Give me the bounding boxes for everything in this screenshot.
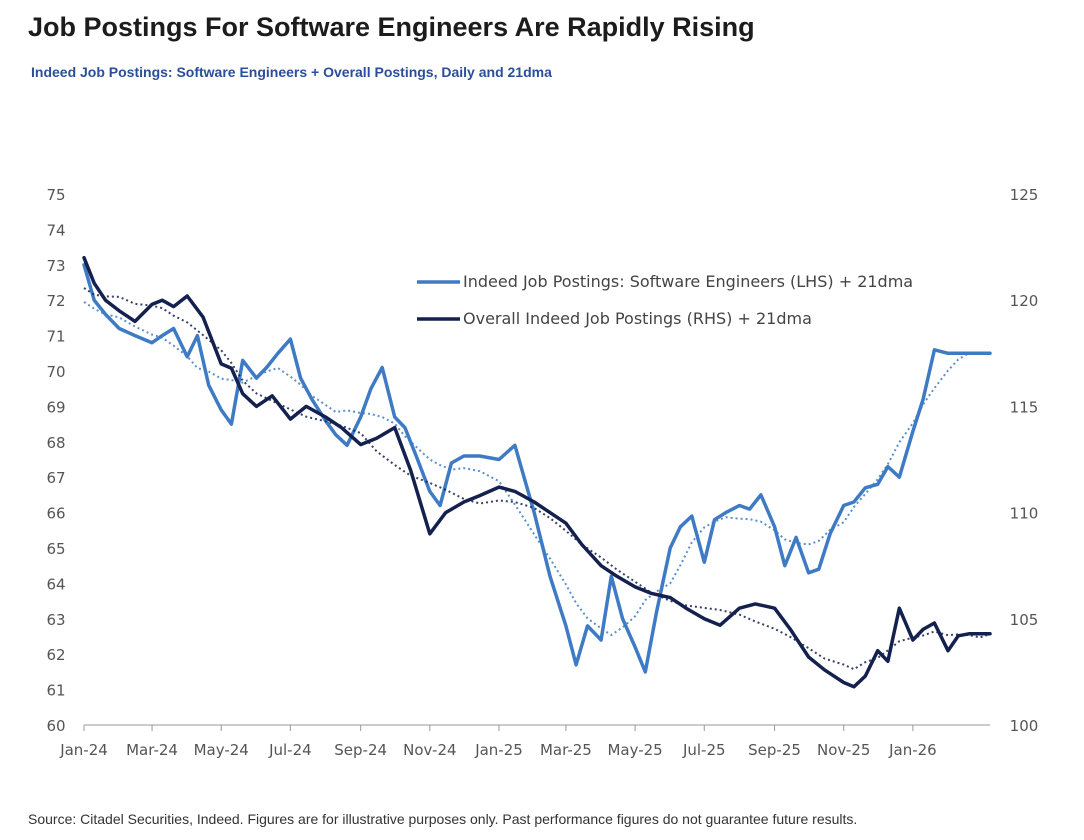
x-tick-label: Mar-25 bbox=[540, 741, 592, 759]
y-right-tick-label: 120 bbox=[1010, 292, 1039, 310]
chart-subtitle: Indeed Job Postings: Software Engineers … bbox=[31, 64, 552, 80]
x-tick-label: Nov-24 bbox=[403, 741, 456, 759]
y-left-tick-label: 70 bbox=[46, 363, 65, 381]
y-left-tick-label: 74 bbox=[46, 221, 65, 239]
x-tick-label: Sep-25 bbox=[748, 741, 801, 759]
software-engineers-series-line bbox=[82, 263, 992, 674]
y-left-tick-label: 63 bbox=[46, 611, 65, 629]
x-tick-label: Sep-24 bbox=[334, 741, 387, 759]
y-left-tick-label: 66 bbox=[46, 505, 65, 523]
legend-label: Indeed Job Postings: Software Engineers … bbox=[463, 272, 913, 291]
y-right-tick-label: 125 bbox=[1010, 186, 1039, 204]
y-left-tick-label: 61 bbox=[46, 682, 65, 700]
x-tick-label: Mar-24 bbox=[126, 741, 178, 759]
y-left-tick-label: 71 bbox=[46, 328, 65, 346]
x-tick-label: May-24 bbox=[194, 741, 249, 759]
y-right-tick-label: 105 bbox=[1010, 611, 1039, 629]
overall-postings-21dma-line bbox=[83, 287, 991, 671]
y-left-tick-label: 75 bbox=[46, 186, 65, 204]
line-chart: Jan-24 Mar-24 May-24 Jul-24 Sep-24 Nov-24 Jan-… bbox=[46, 186, 1038, 759]
y-left-tick-label: 67 bbox=[46, 469, 65, 487]
chart-title: Job Postings For Software Engineers Are … bbox=[28, 12, 755, 42]
y-right-tick-label: 110 bbox=[1010, 505, 1039, 523]
x-tick-label: Jul-24 bbox=[268, 741, 312, 759]
x-tick-label: Jan-26 bbox=[888, 741, 937, 759]
series-lines bbox=[82, 255, 992, 689]
y-left-tick-label: 64 bbox=[46, 575, 65, 593]
y-left-tick-label: 72 bbox=[46, 292, 65, 310]
x-tick-label: Jan-25 bbox=[474, 741, 523, 759]
x-tick-label: May-25 bbox=[607, 741, 662, 759]
y-left-tick-label: 65 bbox=[46, 540, 65, 558]
software-engineers-21dma-line bbox=[83, 301, 990, 637]
x-tick-label: Jan-24 bbox=[59, 741, 108, 759]
y-left-tick-label: 73 bbox=[46, 257, 65, 275]
y-left-tick-label: 60 bbox=[46, 717, 65, 735]
axes: Jan-24 Mar-24 May-24 Jul-24 Sep-24 Nov-24 Jan-… bbox=[46, 186, 1038, 759]
overall-postings-series-line bbox=[82, 255, 992, 689]
y-left-tick-label: 68 bbox=[46, 434, 65, 452]
x-tick-label: Nov-25 bbox=[817, 741, 870, 759]
y-right-tick-label: 100 bbox=[1010, 717, 1039, 735]
y-left-tick-label: 62 bbox=[46, 646, 65, 664]
y-right-tick-label: 115 bbox=[1010, 398, 1039, 416]
y-left-tick-label: 69 bbox=[46, 398, 65, 416]
source-note: Source: Citadel Securities, Indeed. Figu… bbox=[28, 811, 858, 827]
legend-label: Overall Indeed Job Postings (RHS) + 21dm… bbox=[463, 309, 812, 328]
x-tick-label: Jul-25 bbox=[682, 741, 726, 759]
legend: Indeed Job Postings: Software Engineers … bbox=[417, 272, 913, 328]
